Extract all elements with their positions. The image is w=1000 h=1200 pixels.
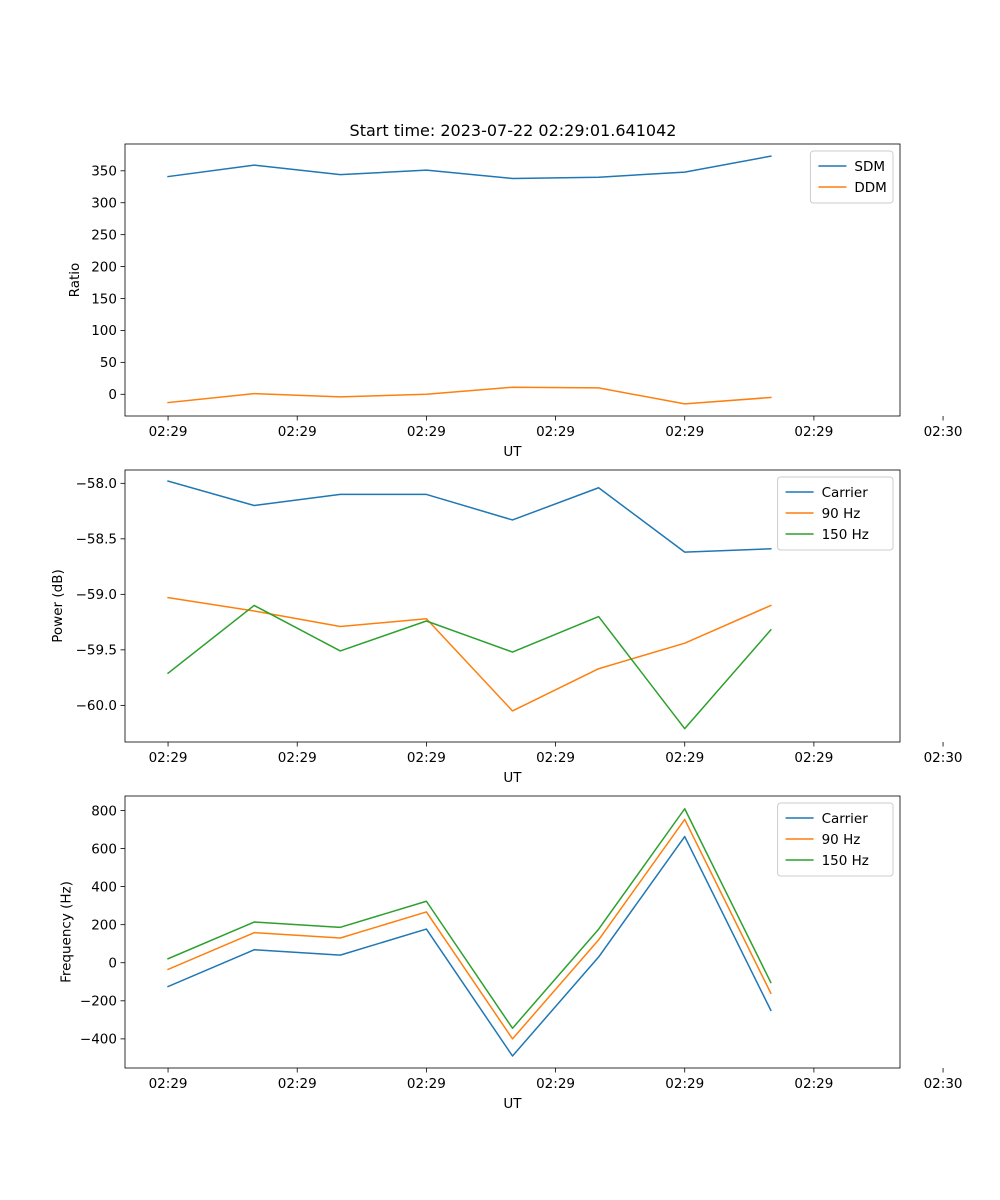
frequency-x-tick-label: 02:30	[924, 1076, 963, 1092]
frequency-series-90-hz-line	[167, 818, 772, 1040]
power-x-tick-label: 02:29	[794, 750, 833, 766]
ratio-y-tick-label: 150	[91, 291, 117, 307]
frequency-y-tick-label: 800	[91, 803, 117, 819]
frequency-legend: Carrier 90 Hz 150 Hz	[777, 802, 894, 877]
frequency-legend-label-carrier: Carrier	[822, 811, 869, 827]
frequency-x-tick-label: 02:29	[536, 1076, 575, 1092]
frequency-x-tick-label: 02:29	[278, 1076, 317, 1092]
frequency-legend-label-90-hz: 90 Hz	[822, 832, 861, 848]
frequency-y-tick-label: 0	[108, 956, 117, 972]
power-legend-label-carrier: Carrier	[822, 485, 869, 501]
power-y-tick-label: −58.0	[76, 476, 117, 492]
frequency-x-tick-label: 02:29	[149, 1076, 188, 1092]
power-legend: Carrier 90 Hz 150 Hz	[777, 476, 894, 551]
ratio-series-ddm-line	[167, 386, 772, 405]
ratio-x-tick-label: 02:29	[794, 424, 833, 440]
power-y-axis-label: Power (dB)	[50, 569, 66, 642]
ratio-y-tick-label: 200	[91, 259, 117, 275]
power-y-tick-label: −59.0	[76, 587, 117, 603]
frequency-x-axis-label: UT	[503, 1096, 522, 1112]
ratio-x-tick-label: 02:29	[665, 424, 704, 440]
frequency-y-tick-label: −400	[80, 1032, 117, 1048]
ratio-x-tick-label: 02:29	[149, 424, 188, 440]
frequency-x-tick-label: 02:29	[794, 1076, 833, 1092]
power-x-axis-label: UT	[503, 770, 522, 786]
frequency-axes-frame	[124, 795, 901, 1069]
ratio-axes-frame	[124, 143, 901, 417]
figure-title: Start time: 2023-07-22 02:29:01.641042	[350, 121, 677, 140]
frequency-x-tick-label: 02:29	[407, 1076, 446, 1092]
power-y-tick-label: −60.0	[76, 698, 117, 714]
power-series-90-hz-line	[167, 596, 772, 712]
power-panel: 02:29 02:29 02:29 02:29 02:29 02:29 02:30 −60.0…	[50, 469, 963, 786]
power-legend-box	[777, 476, 894, 551]
ratio-series-sdm-line	[167, 155, 772, 180]
frequency-legend-box	[777, 802, 894, 877]
ratio-y-tick-label: 0	[108, 387, 117, 403]
frequency-series-150-hz-line	[167, 808, 772, 1029]
power-x-tick-label: 02:30	[924, 750, 963, 766]
ratio-x-tick-label: 02:29	[536, 424, 575, 440]
ratio-x-tick-label: 02:29	[278, 424, 317, 440]
ratio-legend-label-sdm: SDM	[854, 159, 885, 175]
power-legend-label-150-hz: 150 Hz	[822, 527, 869, 543]
power-series-150-hz-line	[167, 604, 772, 730]
ratio-legend-label-ddm: DDM	[854, 180, 886, 196]
ratio-y-tick-label: 250	[91, 227, 117, 243]
frequency-x-tick-label: 02:29	[665, 1076, 704, 1092]
frequency-legend-label-150-hz: 150 Hz	[822, 853, 869, 869]
frequency-y-tick-label: 600	[91, 841, 117, 857]
ratio-y-tick-label: 50	[100, 355, 117, 371]
power-x-tick-label: 02:29	[536, 750, 575, 766]
frequency-y-tick-label: 400	[91, 879, 117, 895]
ratio-panel: 02:29 02:29 02:29 02:29 02:29 02:29 02:30 0 50 10…	[67, 143, 963, 460]
frequency-y-tick-label: −200	[80, 994, 117, 1010]
ratio-y-axis-label: Ratio	[67, 263, 83, 298]
power-x-tick-label: 02:29	[278, 750, 317, 766]
power-x-tick-label: 02:29	[407, 750, 446, 766]
power-legend-label-90-hz: 90 Hz	[822, 506, 861, 522]
ratio-x-tick-label: 02:30	[924, 424, 963, 440]
frequency-series-carrier-line	[167, 835, 772, 1057]
ratio-x-tick-label: 02:29	[407, 424, 446, 440]
ratio-y-tick-label: 350	[91, 164, 117, 180]
power-series-carrier-line	[167, 480, 772, 553]
power-y-tick-label: −58.5	[76, 532, 117, 548]
ratio-y-tick-label: 300	[91, 196, 117, 212]
ratio-y-tick-label: 100	[91, 323, 117, 339]
frequency-panel: 02:29 02:29 02:29 02:29 02:29 02:29 02:30 −400 −…	[59, 795, 963, 1112]
frequency-y-tick-label: 200	[91, 917, 117, 933]
power-y-tick-label: −59.5	[76, 643, 117, 659]
frequency-y-axis-label: Frequency (Hz)	[59, 881, 75, 983]
power-x-tick-label: 02:29	[149, 750, 188, 766]
ratio-legend: SDM DDM	[809, 150, 894, 204]
power-x-tick-label: 02:29	[665, 750, 704, 766]
ratio-x-axis-label: UT	[503, 444, 522, 460]
ratio-legend-box	[809, 150, 894, 204]
power-axes-frame	[124, 469, 901, 743]
